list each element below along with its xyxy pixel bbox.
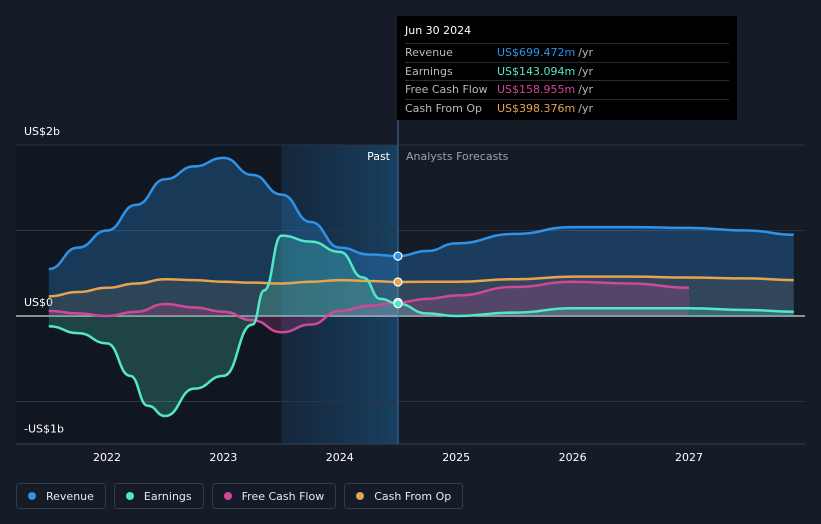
cash-from-op-line: [48, 275, 794, 298]
x-tick-label: 2027: [675, 451, 703, 464]
legend-dot-icon: [356, 492, 365, 500]
tooltip: Jun 30 2024 Revenue US$699.472m /yr Earn…: [397, 16, 737, 120]
earnings-line: [48, 234, 794, 418]
legend-dot-icon: [125, 492, 134, 500]
tooltip-date: Jun 30 2024: [405, 24, 472, 37]
tooltip-unit: /yr: [578, 83, 593, 97]
tooltip-unit: /yr: [578, 101, 593, 115]
tooltip-label: Earnings: [405, 64, 453, 78]
tooltip-value: US$158.955m: [497, 83, 576, 97]
tooltip-unit: /yr: [578, 46, 593, 60]
tooltip-row-cash-from-op: Cash From Op US$398.376m /yr: [405, 98, 729, 118]
legend-label: Free Cash Flow: [241, 489, 325, 503]
x-tick-label: 2022: [93, 451, 121, 464]
legend-dot-icon: [223, 492, 232, 500]
legend-dot-icon: [28, 492, 36, 500]
earnings-marker: [393, 299, 403, 309]
x-tick-label: 2026: [559, 451, 587, 464]
y-axis-label: US$2b: [24, 125, 60, 138]
legend-item-cash-from-op[interactable]: Cash From Op: [344, 483, 464, 509]
legend-label: Revenue: [46, 489, 94, 503]
free-cash-flow-area: [48, 281, 690, 333]
legend-label: Earnings: [143, 489, 192, 503]
y-axis-label: -US$1b: [24, 422, 64, 435]
tooltip-row-earnings: Earnings US$143.094m /yr: [405, 61, 729, 81]
legend-item-free-cash-flow[interactable]: Free Cash Flow: [211, 483, 337, 509]
tooltip-unit: /yr: [578, 64, 593, 78]
revenue-marker: [393, 251, 403, 261]
tooltip-label: Revenue: [405, 46, 453, 60]
tooltip-row-free-cash-flow: Free Cash Flow US$158.955m /yr: [405, 80, 729, 99]
past-label: Past: [367, 150, 391, 163]
highlight-band: [281, 145, 398, 444]
legend-label: Cash From Op: [374, 489, 452, 503]
free-cash-flow-line: [48, 280, 690, 334]
tooltip-value: US$398.376m: [497, 101, 576, 115]
tooltip-value: US$699.472m: [497, 46, 576, 60]
cash-from-op-marker: [393, 277, 403, 287]
tooltip-value: US$143.094m: [497, 64, 576, 78]
forecast-label: Analysts Forecasts: [406, 150, 509, 163]
cash-from-op-area: [48, 276, 794, 316]
x-tick-label: 2023: [209, 451, 237, 464]
y-axis-label: US$0: [24, 296, 53, 309]
x-tick-label: 2024: [326, 451, 354, 464]
legend-item-revenue[interactable]: Revenue: [16, 483, 106, 509]
legend: Revenue Earnings Free Cash Flow Cash Fro…: [16, 483, 464, 509]
tooltip-label: Free Cash Flow: [405, 83, 488, 97]
earnings-area: [48, 235, 794, 417]
revenue-line: [48, 156, 794, 271]
legend-item-earnings[interactable]: Earnings: [113, 483, 204, 509]
tooltip-row-revenue: Revenue US$699.472m /yr: [405, 43, 729, 62]
tooltip-label: Cash From Op: [405, 101, 483, 115]
x-tick-label: 2025: [442, 451, 470, 464]
